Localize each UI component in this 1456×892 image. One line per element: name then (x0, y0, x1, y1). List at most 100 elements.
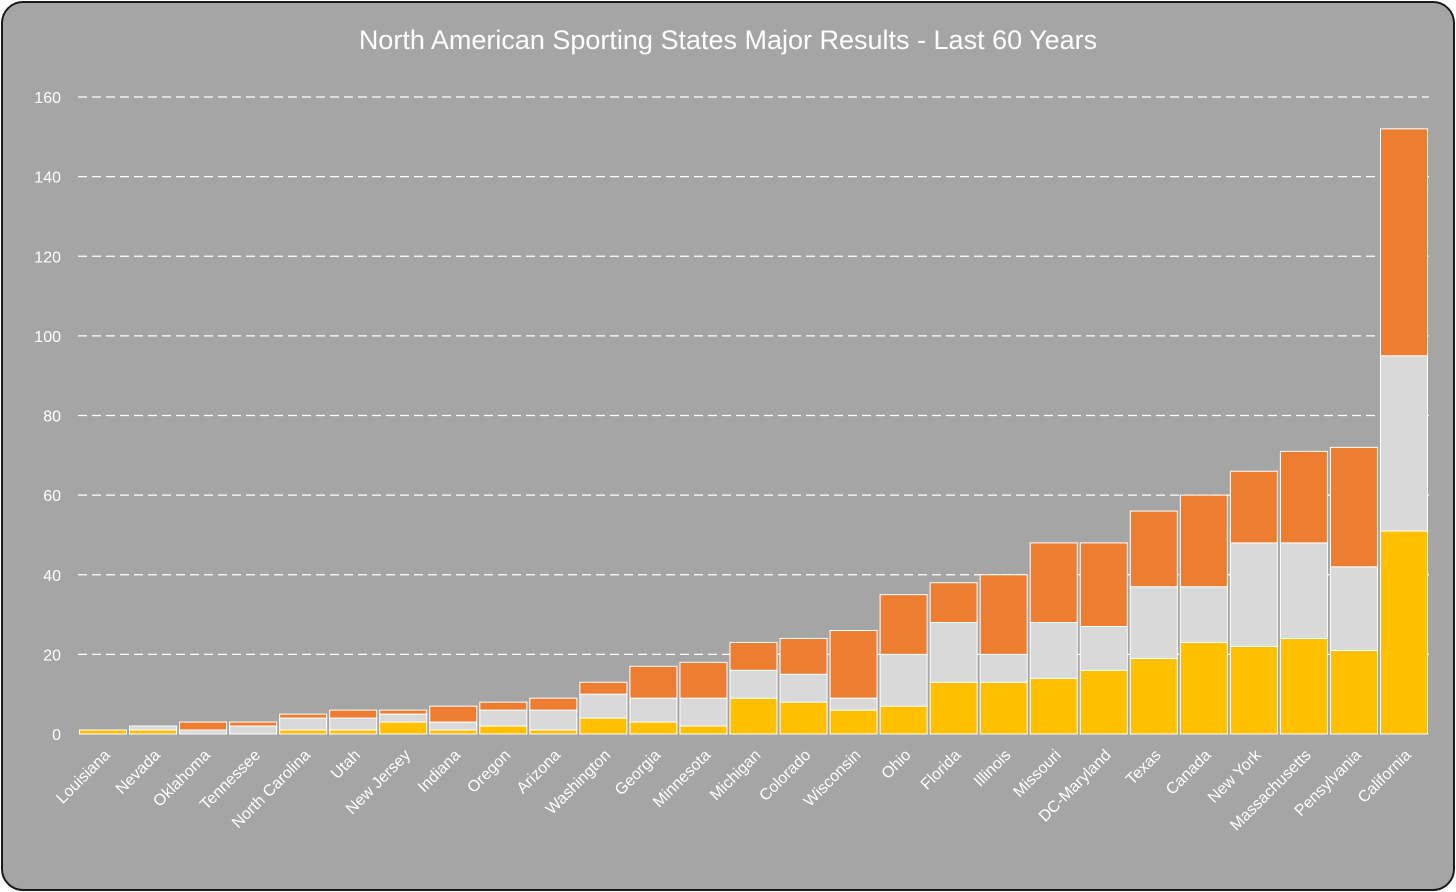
bar-oregon-series-3 (479, 701, 528, 711)
bar-dc-maryland-series-2 (1079, 626, 1128, 671)
bar-wisconsin-series-3 (829, 629, 878, 699)
bar-pensylvania-series-1 (1329, 649, 1378, 735)
bar-colorado-series-2 (779, 673, 828, 703)
x-tick-label-ohio: Ohio (879, 747, 915, 783)
bar-tennessee-series-3 (229, 721, 278, 727)
y-tick-label-100: 100 (34, 329, 61, 346)
y-tick-label-60: 60 (43, 488, 61, 505)
bar-florida-series-3 (929, 582, 978, 624)
y-tick-label-120: 120 (34, 249, 61, 266)
bar-minnesota-series-1 (679, 725, 728, 735)
bar-nevada-series-1 (129, 729, 178, 735)
bar-utah-series-2 (329, 717, 378, 731)
x-tick-label-louisiana: Louisiana (53, 747, 114, 808)
bar-texas-series-2 (1129, 586, 1178, 659)
bar-new-york-series-1 (1229, 645, 1278, 735)
bar-massachusetts-series-2 (1279, 542, 1328, 639)
bar-illinois-series-3 (979, 574, 1028, 655)
bar-massachusetts-series-3 (1279, 450, 1328, 544)
bar-arizona-series-3 (529, 697, 578, 711)
y-tick-label-20: 20 (43, 647, 61, 664)
bar-georgia-series-2 (629, 697, 678, 723)
bar-north-carolina-series-3 (279, 713, 328, 719)
bar-north-carolina-series-1 (279, 729, 328, 735)
bar-oklahoma-series-3 (179, 721, 228, 731)
x-tick-label-illinois: Illinois (971, 747, 1014, 790)
bar-minnesota-series-3 (679, 661, 728, 699)
bar-utah-series-1 (329, 729, 378, 735)
x-tick-label-texas: Texas (1123, 747, 1165, 789)
bar-new-jersey-series-3 (379, 709, 428, 715)
bar-washington-series-3 (579, 681, 628, 695)
x-tick-label-michigan: Michigan (707, 747, 764, 804)
bar-dc-maryland-series-1 (1079, 669, 1128, 735)
bar-ohio-series-2 (879, 653, 928, 707)
bar-ohio-series-3 (879, 594, 928, 655)
bar-ohio-series-1 (879, 705, 928, 735)
x-tick-label-florida: Florida (918, 747, 965, 794)
bar-new-jersey-series-2 (379, 713, 428, 723)
x-tick-label-california: California (1355, 747, 1415, 807)
bar-tennessee-series-2 (229, 725, 278, 735)
bar-new-york-series-2 (1229, 542, 1278, 647)
y-tick-label-160: 160 (34, 90, 61, 107)
bar-indiana-series-3 (429, 705, 478, 723)
bar-canada-series-2 (1179, 586, 1228, 643)
bar-new-jersey-series-1 (379, 721, 428, 735)
bar-louisiana-series-1 (79, 729, 128, 735)
bar-missouri-series-1 (1029, 677, 1078, 735)
x-tick-label-utah: Utah (328, 747, 364, 783)
bar-indiana-series-1 (429, 729, 478, 735)
bar-dc-maryland-series-3 (1079, 542, 1128, 628)
bar-georgia-series-1 (629, 721, 678, 735)
bar-oregon-series-1 (479, 725, 528, 735)
bar-michigan-series-1 (729, 697, 778, 735)
bar-new-york-series-3 (1229, 470, 1278, 544)
bar-michigan-series-2 (729, 669, 778, 699)
x-tick-label-nevada: Nevada (113, 747, 164, 798)
bar-utah-series-3 (329, 709, 378, 719)
y-tick-label-80: 80 (43, 409, 61, 426)
bar-texas-series-1 (1129, 657, 1178, 735)
bar-pensylvania-series-2 (1329, 566, 1378, 651)
bar-florida-series-1 (929, 681, 978, 735)
bar-indiana-series-2 (429, 721, 478, 731)
bar-colorado-series-3 (779, 637, 828, 675)
bar-georgia-series-3 (629, 665, 678, 699)
bar-north-carolina-series-2 (279, 717, 328, 731)
bar-colorado-series-1 (779, 701, 828, 735)
chart-title: North American Sporting States Major Res… (358, 25, 1098, 55)
bar-missouri-series-3 (1029, 542, 1078, 624)
x-tick-label-canada: Canada (1163, 747, 1215, 799)
bar-california-series-2 (1379, 355, 1428, 532)
bar-oklahoma-series-2 (179, 729, 228, 735)
bar-wisconsin-series-2 (829, 697, 878, 711)
x-tick-label-indiana: Indiana (415, 747, 464, 796)
bar-washington-series-1 (579, 717, 628, 735)
bar-minnesota-series-2 (679, 697, 728, 727)
bar-california-series-3 (1379, 128, 1428, 357)
bar-nevada-series-2 (129, 725, 178, 731)
bar-california-series-1 (1379, 530, 1428, 735)
y-tick-label-140: 140 (34, 170, 61, 187)
bar-canada-series-3 (1179, 494, 1228, 588)
bar-oregon-series-2 (479, 709, 528, 727)
bar-canada-series-1 (1179, 641, 1228, 735)
bar-massachusetts-series-1 (1279, 637, 1328, 735)
bar-pensylvania-series-3 (1329, 446, 1378, 568)
y-tick-label-40: 40 (43, 568, 61, 585)
bar-michigan-series-3 (729, 641, 778, 671)
bar-illinois-series-1 (979, 681, 1028, 735)
bar-texas-series-3 (1129, 510, 1178, 588)
bar-missouri-series-2 (1029, 622, 1078, 679)
y-tick-label-0: 0 (52, 727, 61, 744)
bar-florida-series-2 (929, 622, 978, 683)
bar-washington-series-2 (579, 693, 628, 719)
bar-wisconsin-series-1 (829, 709, 878, 735)
bar-arizona-series-2 (529, 709, 578, 731)
x-tick-label-arizona: Arizona (514, 747, 564, 797)
bar-illinois-series-2 (979, 653, 1028, 683)
bar-arizona-series-1 (529, 729, 578, 735)
